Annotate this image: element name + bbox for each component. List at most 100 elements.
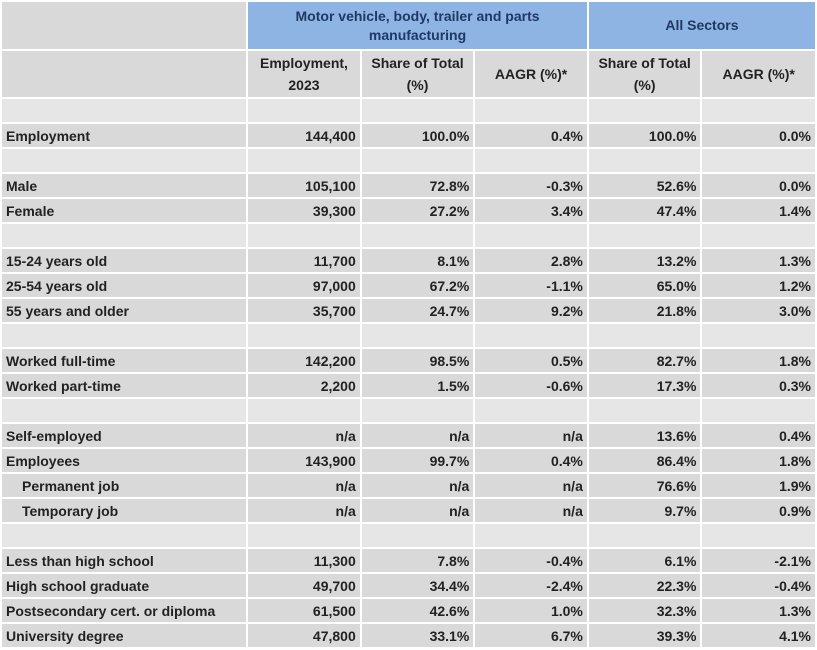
spacer-cell [361, 524, 474, 547]
cell-aagr-all: 1.3% [702, 249, 815, 272]
cell-aagr-all: 0.0% [702, 124, 815, 147]
cell-employment: n/a [248, 474, 360, 497]
table-row: 15-24 years old 11,700 8.1% 2.8% 13.2% 1.3% [2, 249, 815, 272]
col-header-aagr-motor: AAGR (%)* [475, 51, 587, 97]
row-label: Less than high school [2, 549, 247, 572]
spacer-cell [702, 149, 815, 172]
cell-share-all: 100.0% [588, 124, 701, 147]
cell-aagr-motor: 2.8% [475, 249, 587, 272]
cell-share-motor: 8.1% [361, 249, 474, 272]
col-header-employment: Employment, 2023 [248, 51, 360, 97]
row-label: Worked part-time [2, 374, 247, 397]
cell-aagr-all: 1.9% [702, 474, 815, 497]
cell-share-motor: 67.2% [361, 274, 474, 297]
header-blank-cell [2, 2, 247, 49]
cell-employment: 11,300 [248, 549, 360, 572]
cell-share-all: 52.6% [588, 174, 701, 197]
subheader-blank-cell [2, 51, 247, 97]
spacer-cell [248, 524, 360, 547]
row-label: University degree [2, 624, 247, 647]
table-row: Female 39,300 27.2% 3.4% 47.4% 1.4% [2, 199, 815, 222]
cell-employment: n/a [248, 424, 360, 447]
cell-employment: 143,900 [248, 449, 360, 472]
cell-share-motor: 99.7% [361, 449, 474, 472]
col-header-share-motor: Share of Total (%) [361, 51, 474, 97]
cell-aagr-all: -2.1% [702, 549, 815, 572]
spacer-cell [248, 324, 360, 347]
table-row: University degree 47,800 33.1% 6.7% 39.3% 4.1… [2, 624, 815, 647]
table-row: Worked full-time 142,200 98.5% 0.5% 82.7% 1.8… [2, 349, 815, 372]
cell-employment: 142,200 [248, 349, 360, 372]
spacer-row [2, 399, 815, 422]
cell-employment: 144,400 [248, 124, 360, 147]
spacer-row [2, 524, 815, 547]
spacer-cell [588, 149, 701, 172]
spacer-cell [248, 99, 360, 122]
cell-share-all: 76.6% [588, 474, 701, 497]
row-label: Self-employed [2, 424, 247, 447]
row-label: Employment [2, 124, 247, 147]
cell-share-all: 17.3% [588, 374, 701, 397]
cell-aagr-motor: n/a [475, 499, 587, 522]
row-label: Worked full-time [2, 349, 247, 372]
spacer-cell [475, 99, 587, 122]
spacer-cell [475, 399, 587, 422]
spacer-cell [248, 399, 360, 422]
cell-share-motor: 98.5% [361, 349, 474, 372]
cell-share-all: 9.7% [588, 499, 701, 522]
cell-aagr-motor: -1.1% [475, 274, 587, 297]
row-label: High school graduate [2, 574, 247, 597]
cell-aagr-motor: 3.4% [475, 199, 587, 222]
cell-share-motor: 33.1% [361, 624, 474, 647]
spacer-cell [702, 99, 815, 122]
cell-aagr-all: 1.3% [702, 599, 815, 622]
cell-share-all: 32.3% [588, 599, 701, 622]
col-header-aagr-all: AAGR (%)* [702, 51, 815, 97]
cell-share-motor: n/a [361, 424, 474, 447]
group-header-all-sectors: All Sectors [588, 2, 815, 49]
row-label: 55 years and older [2, 299, 247, 322]
spacer-cell [588, 399, 701, 422]
cell-share-motor: 72.8% [361, 174, 474, 197]
spacer-cell [702, 224, 815, 247]
cell-aagr-all: 0.4% [702, 424, 815, 447]
cell-share-all: 47.4% [588, 199, 701, 222]
spacer-cell [2, 524, 247, 547]
table-row: Temporary job n/a n/a n/a 9.7% 0.9% [2, 499, 815, 522]
cell-aagr-motor: 0.4% [475, 449, 587, 472]
spacer-cell [475, 524, 587, 547]
spacer-cell [2, 224, 247, 247]
cell-aagr-motor: -2.4% [475, 574, 587, 597]
table-row: Employees 143,900 99.7% 0.4% 86.4% 1.8% [2, 449, 815, 472]
spacer-cell [361, 399, 474, 422]
spacer-cell [475, 324, 587, 347]
cell-aagr-motor: 9.2% [475, 299, 587, 322]
cell-employment: 49,700 [248, 574, 360, 597]
cell-aagr-motor: -0.6% [475, 374, 587, 397]
spacer-cell [475, 149, 587, 172]
cell-share-motor: 34.4% [361, 574, 474, 597]
row-label: Permanent job [2, 474, 247, 497]
cell-aagr-all: 1.2% [702, 274, 815, 297]
spacer-cell [248, 224, 360, 247]
spacer-cell [702, 524, 815, 547]
cell-aagr-motor: n/a [475, 474, 587, 497]
spacer-cell [588, 324, 701, 347]
cell-aagr-motor: 1.0% [475, 599, 587, 622]
cell-aagr-motor: -0.3% [475, 174, 587, 197]
spacer-cell [2, 149, 247, 172]
cell-employment: n/a [248, 499, 360, 522]
cell-share-all: 13.6% [588, 424, 701, 447]
cell-share-motor: 27.2% [361, 199, 474, 222]
cell-employment: 105,100 [248, 174, 360, 197]
cell-aagr-motor: n/a [475, 424, 587, 447]
cell-aagr-all: 1.8% [702, 449, 815, 472]
cell-aagr-all: 3.0% [702, 299, 815, 322]
table-row: Postsecondary cert. or diploma 61,500 42.6… [2, 599, 815, 622]
spacer-cell [475, 224, 587, 247]
spacer-cell [702, 399, 815, 422]
cell-share-all: 13.2% [588, 249, 701, 272]
row-label: Female [2, 199, 247, 222]
cell-employment: 35,700 [248, 299, 360, 322]
